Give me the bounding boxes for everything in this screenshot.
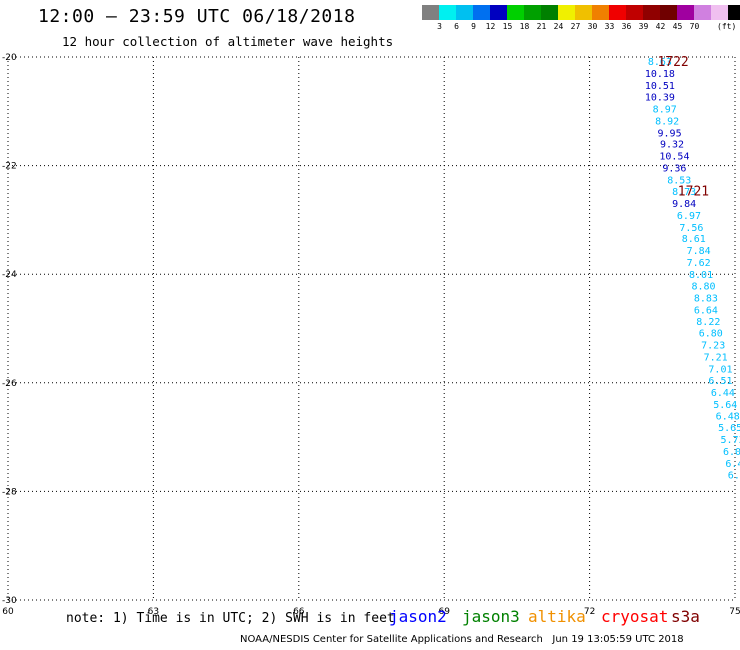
scale-swatch [677,5,694,20]
scale-label: 30 [587,22,598,31]
wave-height-value: 6.47 [725,459,740,470]
legend-jason2: jason2 [389,607,447,626]
wave-height-value: 8.63 [648,57,672,68]
wave-height-value: 7.23 [701,341,725,352]
wave-height-value: 9.32 [660,140,684,151]
scale-unit: (ft) [717,22,737,31]
scale-swatch [541,5,558,20]
scale-label: 70 [689,22,700,31]
scale-swatch [490,5,507,20]
scale-label: 39 [638,22,649,31]
scale-label: 9 [471,22,476,31]
scale-label: 21 [536,22,547,31]
scale-swatch [473,5,490,20]
wave-height-value: 6.64 [694,305,718,316]
wave-height-value: 10.18 [645,69,675,80]
lon-tick-label: 72 [584,607,595,617]
lon-tick-label: 60 [2,607,14,617]
wave-height-value: 6.80 [699,329,723,340]
wave-height-value: 8.22 [696,317,720,328]
lat-tick-label: -26 [2,379,17,389]
page-subtitle: 12 hour collection of altimeter wave hei… [62,34,394,49]
scale-label: 36 [621,22,632,31]
scale-swatch [422,5,439,20]
wave-height-value: 10.39 [645,92,675,103]
legend-cryosat: cryosat [601,607,669,626]
wave-height-value: 9.84 [672,199,696,210]
lon-tick-label: 69 [438,607,450,617]
wave-height-value: 7.01 [708,364,732,375]
scale-swatch [643,5,660,20]
wave-height-value: 8.01 [689,270,713,281]
scale-swatch [592,5,609,20]
scale-swatch [694,5,711,20]
wave-height-value: 5.65 [718,423,740,434]
footer-credit: NOAA/NESDIS Center for Satellite Applica… [240,634,684,645]
scale-label: 27 [570,22,581,31]
lat-tick-label: -20 [2,53,17,63]
scale-swatch [439,5,456,20]
wave-height-value: 8.80 [691,281,715,292]
wave-height-value: 6.51 [708,376,732,387]
wave-height-value: 6.18 [728,470,740,481]
wave-height-value: 7.56 [679,223,703,234]
wave-height-value: 7.21 [704,353,728,364]
pass-time-label: 1721 [678,184,709,199]
wave-height-value: 5.73 [721,435,740,446]
scale-label: 18 [519,22,530,31]
note-text: note: 1) Time is in UTC; 2) SWH is in fe… [66,611,395,626]
scale-label: 15 [502,22,513,31]
wave-height-value: 8.53 [667,176,691,187]
lon-tick-label: 66 [293,607,305,617]
wave-height-value: 6.44 [711,388,735,399]
scale-label: 42 [655,22,666,31]
scale-swatch [660,5,677,20]
wave-height-value: 5.64 [713,400,737,411]
wave-height-value: 6.97 [677,211,701,222]
scale-swatch [524,5,541,20]
wave-height-value: 7.62 [687,258,711,269]
wave-height-value: 10.54 [659,152,689,163]
scale-swatch [456,5,473,20]
wave-height-value: 8.97 [653,104,677,115]
scale-label: 24 [553,22,564,31]
lon-tick-label: 75 [729,607,740,617]
scale-label: 33 [604,22,615,31]
lat-tick-label: -24 [2,270,17,280]
scale-swatch [728,5,740,20]
lat-tick-label: -30 [2,596,17,606]
wave-height-value: 6.08 [723,447,740,458]
wave-height-value: 7.84 [687,246,711,257]
scale-swatch [711,5,728,20]
scale-swatch [575,5,592,20]
legend-altika: altika [528,607,586,626]
wave-height-value: 10.51 [645,81,675,92]
scale-label: 3 [437,22,442,31]
wave-height-value: 8.92 [655,116,679,127]
lon-tick-label: 63 [148,607,159,617]
scale-swatch [558,5,575,20]
legend-jason3: jason3 [462,607,520,626]
lat-tick-label: -28 [2,487,17,497]
page-title: 12:00 – 23:59 UTC 06/18/2018 [38,6,356,27]
legend-s3a: s3a [671,607,700,626]
wave-height-value: 6.48 [716,412,740,423]
lat-tick-label: -22 [2,162,17,172]
scale-label: 12 [485,22,496,31]
scale-swatch [507,5,524,20]
scale-label: 6 [454,22,459,31]
scale-label: 45 [672,22,683,31]
wave-height-value: 8.73 [672,187,696,198]
wave-height-value: 8.61 [682,234,706,245]
scale-swatch [609,5,626,20]
scale-swatch [626,5,643,20]
wave-height-value: 8.83 [694,293,718,304]
pass-time-label: 1722 [657,55,688,70]
wave-height-value: 9.36 [662,164,686,175]
wave-height-value: 9.95 [658,128,682,139]
